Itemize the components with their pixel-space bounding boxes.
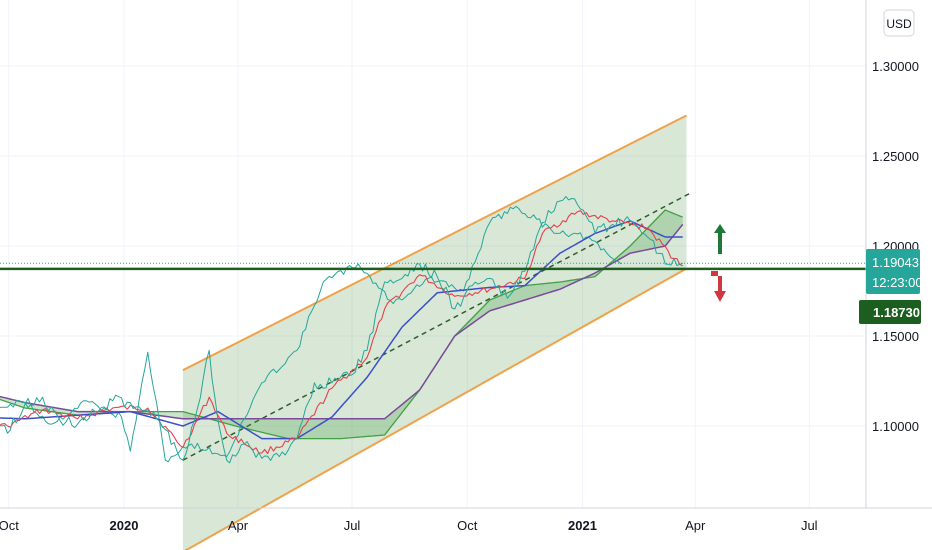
y-tick-label: 1.15000 — [872, 329, 919, 344]
x-tick-label: Jul — [801, 518, 818, 533]
currency-label: USD — [886, 17, 912, 31]
series-tenkan — [0, 210, 683, 455]
x-tick-label: Jul — [344, 518, 361, 533]
x-tick-label: 2021 — [568, 518, 597, 533]
series-close — [0, 196, 683, 464]
x-tick-label: Apr — [685, 518, 706, 533]
channel-median-line[interactable] — [182, 191, 693, 461]
channel-upper-line[interactable] — [182, 114, 687, 372]
x-tick-label: Apr — [228, 518, 249, 533]
last-price-badge — [866, 249, 920, 294]
series-span-b — [0, 223, 684, 420]
down-arrow-icon[interactable] — [711, 271, 726, 302]
last-price-label: 1.19043 — [872, 255, 919, 270]
grid-lines — [0, 0, 866, 508]
level-price-badge — [859, 300, 921, 324]
y-tick-label: 1.25000 — [872, 149, 919, 164]
currency-button-frame — [883, 9, 915, 37]
x-tick-label: 2020 — [110, 518, 139, 533]
series-lagging — [0, 205, 622, 463]
x-tick-label: Oct — [0, 518, 19, 533]
channel-lower-line[interactable] — [183, 267, 687, 550]
y-tick-label: 1.10000 — [872, 419, 919, 434]
x-axis-ticks: Oct 2020 Apr Jul Oct 2021 Apr Jul — [0, 518, 818, 533]
y-tick-label: 1.30000 — [872, 59, 919, 74]
currency-button[interactable]: USD — [883, 9, 915, 37]
arrow-markers[interactable] — [711, 224, 726, 302]
x-tick-label: Oct — [457, 518, 478, 533]
price-labels: 1.19043 12:23:00 1.18730 — [859, 249, 923, 324]
up-arrow-icon[interactable] — [712, 224, 726, 254]
horizontal-level[interactable] — [0, 262, 866, 271]
countdown-label: 12:23:00 — [872, 275, 923, 290]
level-price-label: 1.18730 — [873, 305, 920, 320]
series-lines — [0, 196, 684, 464]
